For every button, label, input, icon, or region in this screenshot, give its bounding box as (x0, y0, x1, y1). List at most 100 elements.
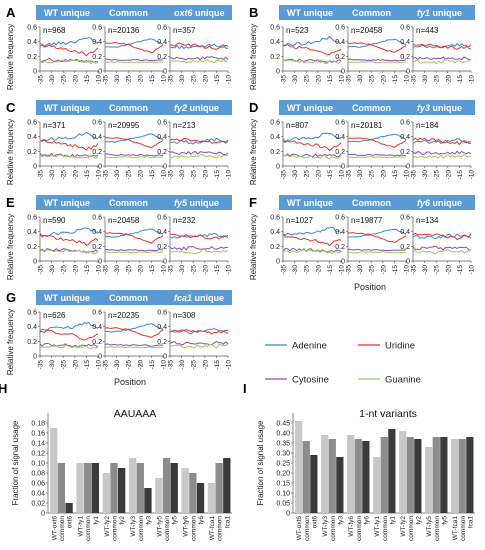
y-tick-label: 0 (406, 164, 410, 171)
series-line-adenine (169, 137, 229, 145)
bar (336, 457, 344, 513)
x-tick-label: -15 (214, 360, 221, 370)
sample-count: n=308 (173, 311, 196, 320)
x-tick-label: -10 (339, 170, 346, 180)
bar (373, 457, 381, 513)
x-tick-label: fy3 (145, 516, 152, 525)
x-tick-label: -20 (202, 75, 209, 85)
x-tick-label: -30 (49, 360, 56, 370)
y-tick-label: 0.4 (400, 39, 410, 46)
x-tick-label: -10 (339, 75, 346, 85)
y-tick-label: 0 (163, 259, 167, 266)
x-tick-label: -20 (445, 75, 452, 85)
x-tick-label: -20 (72, 265, 79, 275)
y-tick-label: 0 (98, 354, 102, 361)
x-axis-label: Position (114, 377, 146, 387)
y-tick-label: 0 (33, 164, 37, 171)
series-line-adenine (282, 132, 342, 143)
bar (110, 463, 118, 513)
x-tick-label: -20 (380, 75, 387, 85)
y-tick-label: 0.06 (31, 481, 45, 488)
series-line-adenine (347, 133, 407, 143)
sample-count: n=371 (43, 121, 66, 130)
y-tick-label: 0.4 (27, 39, 37, 46)
y-tick-label: 0.15 (276, 481, 290, 488)
x-tick-label: -35 (103, 360, 110, 370)
x-tick-label: -30 (114, 75, 121, 85)
x-tick-label: -30 (49, 75, 56, 85)
x-tick-label: common (217, 516, 224, 541)
x-tick-label: common (190, 516, 197, 541)
series-line-guanine (282, 59, 342, 65)
bar (388, 429, 396, 513)
x-tick-label: -35 (103, 170, 110, 180)
panel-header-bar (279, 5, 475, 20)
x-tick-label: fy5 (172, 516, 179, 525)
x-tick-label: WT-fy5 (156, 516, 163, 537)
sample-count: n=443 (416, 26, 439, 35)
sample-count: n=626 (43, 311, 66, 320)
x-tick-label: -10 (161, 360, 168, 370)
y-tick-label: 0 (276, 69, 280, 76)
y-tick-label: 0.2 (92, 339, 102, 346)
y-tick-label: 0.25 (276, 461, 290, 468)
x-tick-label: -35 (168, 360, 175, 370)
bar (170, 463, 178, 513)
y-axis-label: Relative frequency (6, 214, 15, 280)
panel-header-label: Common (352, 198, 391, 208)
series-line-cytosine (169, 245, 229, 251)
series-line-guanine (104, 156, 164, 159)
x-tick-label: -25 (191, 75, 198, 85)
y-tick-label: 0.2 (27, 244, 37, 251)
y-tick-label: 0.6 (157, 25, 167, 32)
series-line-cytosine (104, 343, 164, 347)
y-tick-label: 0.2 (400, 244, 410, 251)
panel-header-label: WT unique (44, 8, 90, 18)
series-line-guanine (347, 61, 406, 64)
y-tick-label: 0.16 (31, 431, 45, 438)
panel-header-label: fy6 unique (417, 198, 462, 208)
x-tick-label: -15 (84, 170, 91, 180)
series-line-guanine (282, 154, 342, 160)
legend-label-guanine: Guanine (385, 375, 421, 386)
sample-count: n=20458 (351, 26, 383, 35)
series-line-uridine (347, 232, 407, 243)
y-tick-label: 0.6 (157, 120, 167, 127)
y-axis-label: Relative frequency (249, 214, 258, 280)
x-tick-label: -25 (61, 170, 68, 180)
x-tick-label: common (164, 516, 171, 541)
x-tick-label: -25 (61, 360, 68, 370)
y-tick-label: 0.6 (92, 215, 102, 222)
x-tick-label: -30 (49, 265, 56, 275)
y-tick-label: 0.10 (276, 491, 290, 498)
y-tick-label: 0.2 (270, 149, 280, 156)
x-tick-label: -35 (103, 75, 110, 85)
sample-count: n=968 (43, 26, 66, 35)
y-tick-label: 0.45 (276, 421, 290, 428)
series-line-cytosine (169, 56, 229, 61)
bar (362, 441, 370, 513)
bar (414, 439, 422, 513)
series-line-cytosine (169, 150, 229, 156)
y-tick-label: 0.2 (157, 244, 167, 251)
y-tick-label: 0.2 (92, 244, 102, 251)
x-tick-label: -30 (357, 170, 364, 180)
bar (347, 435, 355, 513)
x-tick-label: -35 (346, 75, 353, 85)
series-line-guanine (104, 251, 164, 254)
x-tick-label: WT-fy6 (348, 516, 355, 537)
series-line-uridine (39, 328, 99, 341)
y-tick-label: 0 (98, 69, 102, 76)
x-tick-label: -20 (315, 265, 322, 275)
sample-count: n=213 (173, 121, 196, 130)
bar (207, 483, 216, 513)
x-tick-label: -35 (281, 170, 288, 180)
y-tick-label: 0.4 (335, 39, 345, 46)
x-tick-label: WT-fy5 (426, 516, 433, 537)
series-line-uridine (169, 42, 229, 50)
x-tick-label: -35 (103, 265, 110, 275)
x-tick-label: -15 (457, 75, 464, 85)
y-tick-label: 0.2 (270, 244, 280, 251)
panel-header-label: WT unique (287, 198, 333, 208)
series-line-adenine (105, 228, 164, 238)
